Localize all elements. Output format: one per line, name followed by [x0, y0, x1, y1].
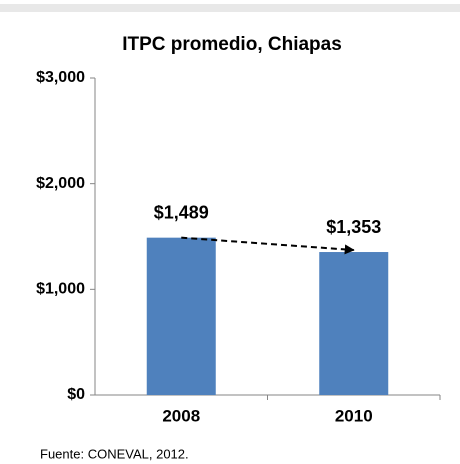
x-tick-label: 2010 — [335, 406, 373, 425]
x-tick-label: 2008 — [162, 406, 200, 425]
y-tick-label: $3,000 — [36, 69, 85, 86]
trend-arrow — [181, 236, 355, 255]
value-label: $1,489 — [154, 202, 209, 222]
y-tick-label: $0 — [67, 386, 85, 403]
y-tick-label: $2,000 — [36, 175, 85, 192]
bar — [319, 252, 389, 395]
bar — [146, 237, 216, 395]
y-tick-label: $1,000 — [36, 281, 85, 298]
top-band — [0, 4, 460, 12]
value-label: $1,353 — [326, 217, 381, 237]
source-note: Fuente: CONEVAL, 2012. — [40, 446, 189, 461]
chart-title: ITPC promedio, Chiapas — [122, 34, 342, 55]
